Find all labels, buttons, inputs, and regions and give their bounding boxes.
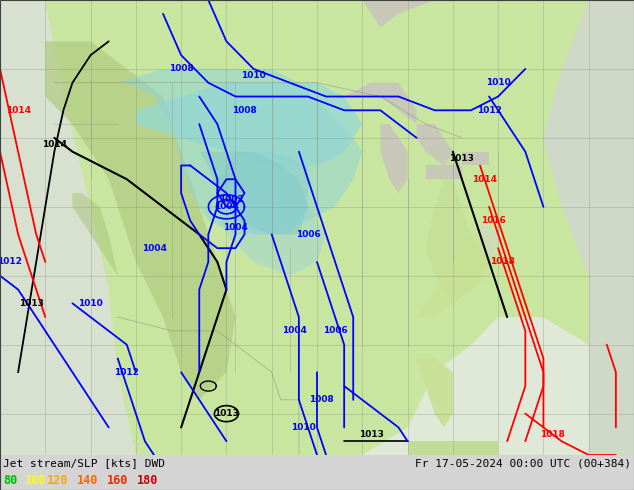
Text: 1010: 1010	[486, 78, 510, 87]
Polygon shape	[543, 0, 634, 455]
Polygon shape	[417, 124, 453, 166]
Text: 1010: 1010	[291, 423, 316, 432]
Text: 1012: 1012	[477, 106, 501, 115]
Polygon shape	[199, 152, 308, 234]
Text: Fr 17-05-2024 00:00 UTC (00+384): Fr 17-05-2024 00:00 UTC (00+384)	[415, 458, 631, 468]
Text: 1002: 1002	[219, 196, 243, 204]
Polygon shape	[408, 441, 498, 455]
Polygon shape	[45, 41, 235, 400]
Text: 1008: 1008	[309, 395, 334, 404]
Text: 1013: 1013	[359, 430, 384, 439]
Text: 1004: 1004	[214, 202, 239, 211]
Polygon shape	[380, 124, 408, 193]
Text: 120: 120	[47, 473, 68, 487]
Text: 1014: 1014	[472, 175, 497, 184]
Text: 80: 80	[3, 473, 17, 487]
Polygon shape	[0, 0, 634, 455]
Text: 100: 100	[25, 473, 46, 487]
Text: 60: 60	[3, 473, 17, 487]
Text: 1018: 1018	[490, 257, 515, 267]
Text: 180: 180	[137, 473, 158, 487]
Polygon shape	[0, 0, 136, 455]
Text: 140: 140	[77, 473, 98, 487]
Text: 1004: 1004	[223, 223, 248, 232]
Text: Jet stream/SLP [kts] DWD: Jet stream/SLP [kts] DWD	[3, 458, 165, 468]
Text: 160: 160	[107, 473, 128, 487]
Text: 1012: 1012	[0, 257, 22, 267]
Polygon shape	[417, 359, 453, 427]
Polygon shape	[118, 69, 362, 234]
Polygon shape	[344, 83, 417, 124]
Polygon shape	[290, 317, 616, 455]
Polygon shape	[72, 193, 118, 276]
Polygon shape	[317, 0, 462, 27]
Text: 1013: 1013	[19, 299, 44, 308]
Text: 1004: 1004	[141, 244, 166, 253]
Text: 1006: 1006	[295, 230, 320, 239]
Text: 1014: 1014	[6, 106, 30, 115]
Polygon shape	[417, 234, 498, 317]
Text: 1013: 1013	[450, 154, 474, 163]
Polygon shape	[480, 220, 498, 262]
Text: 1018: 1018	[540, 430, 565, 439]
Text: 1014: 1014	[42, 140, 67, 149]
Text: 1010: 1010	[78, 299, 103, 308]
Polygon shape	[217, 152, 308, 234]
Text: 1006: 1006	[323, 326, 347, 336]
Text: 1012: 1012	[114, 368, 139, 377]
Polygon shape	[0, 455, 634, 490]
Text: 1004: 1004	[282, 326, 307, 336]
Text: 1008: 1008	[169, 65, 193, 74]
Text: 1010: 1010	[241, 72, 266, 80]
Polygon shape	[0, 455, 634, 490]
Polygon shape	[425, 152, 489, 303]
Polygon shape	[425, 166, 462, 179]
Text: 1013: 1013	[214, 409, 239, 418]
Text: 1016: 1016	[481, 216, 506, 225]
Polygon shape	[462, 152, 489, 166]
Polygon shape	[136, 83, 362, 166]
Text: 1008: 1008	[232, 106, 257, 115]
Polygon shape	[217, 179, 326, 276]
